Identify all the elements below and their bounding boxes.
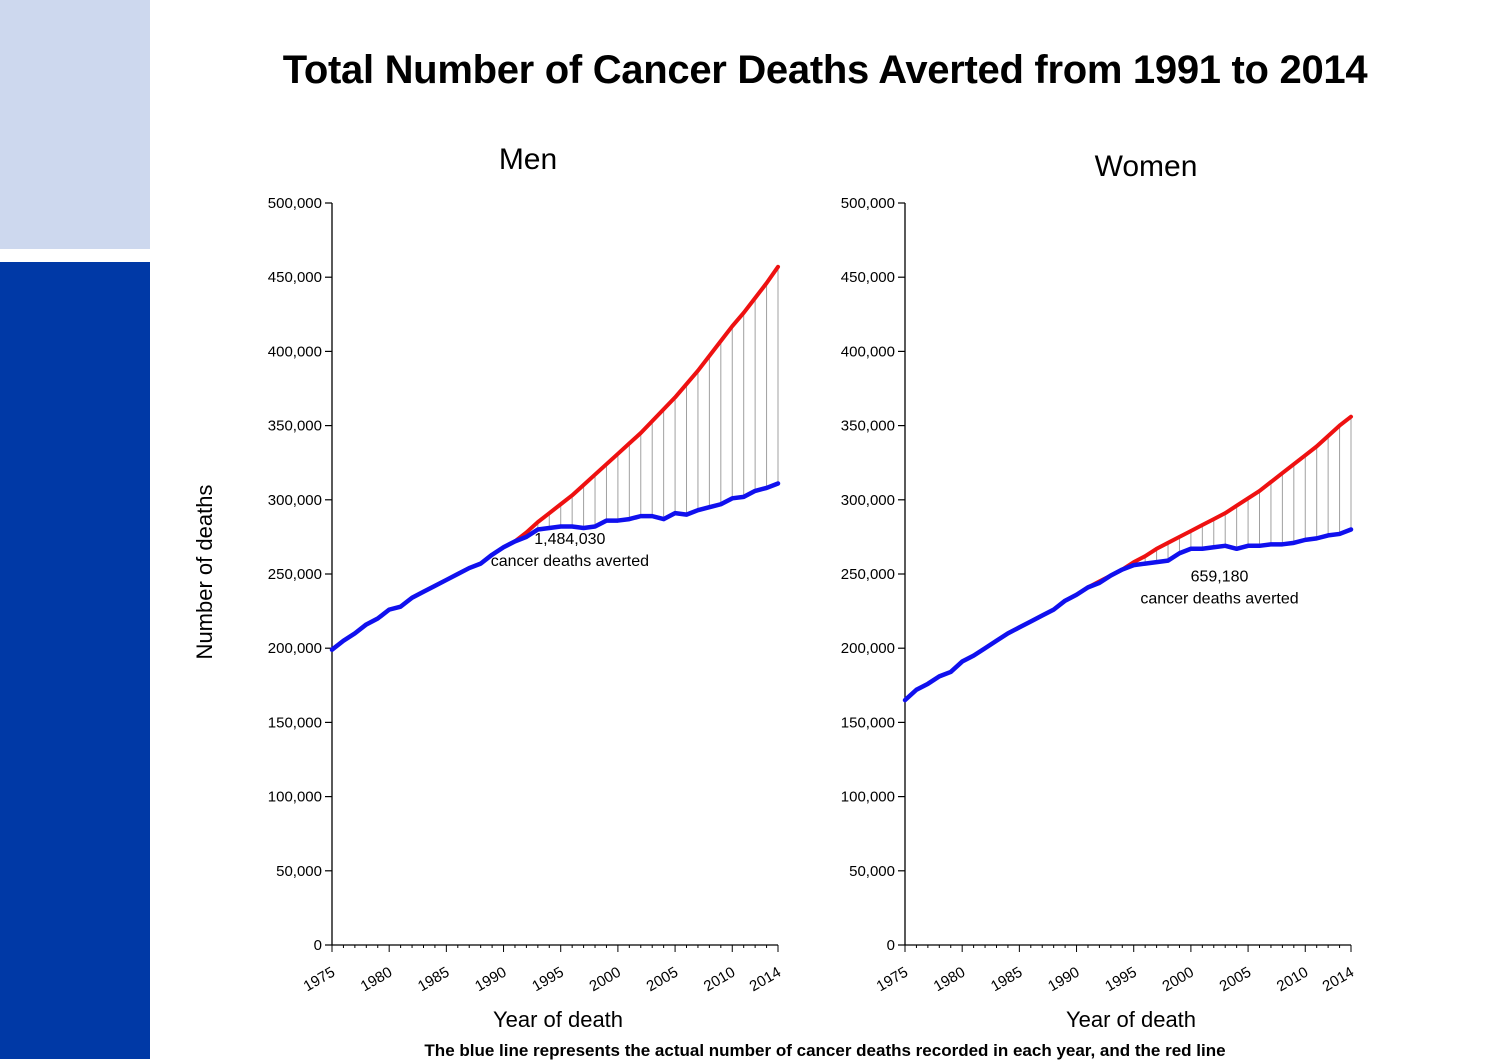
women-x-tick-label: 2005	[1217, 964, 1254, 995]
women-x-tick-label: 2014	[1320, 964, 1357, 995]
women-y-tick-label: 250,000	[841, 566, 895, 583]
men-x-tick-label: 1995	[529, 964, 566, 995]
men-x-axis-label: Year of death	[492, 1007, 624, 1032]
men-y-tick-label: 400,000	[268, 343, 322, 360]
men-x-tick-label: 1985	[415, 964, 452, 995]
sidebar-accent-dark	[0, 262, 150, 1059]
page-title: Total Number of Cancer Deaths Averted fr…	[282, 48, 1368, 92]
women-annotation-value: 659,180	[1191, 568, 1249, 585]
women-chart-title: Women	[1094, 150, 1198, 183]
men-y-tick-label: 50,000	[276, 863, 322, 880]
women-y-tick-label: 450,000	[841, 269, 895, 286]
women-x-tick-label: 1995	[1102, 964, 1139, 995]
women-y-tick-label: 100,000	[841, 789, 895, 806]
men-y-tick-label: 0	[314, 937, 322, 954]
men-x-tick-label: 2010	[701, 964, 738, 995]
women-actual-deaths-line	[902, 527, 1354, 703]
men-actual-deaths-line	[329, 481, 781, 652]
women-y-tick-label: 200,000	[841, 640, 895, 657]
men-y-tick-label: 500,000	[268, 195, 322, 212]
men-x-tick-label: 2005	[644, 964, 681, 995]
women-x-tick-label: 1985	[988, 964, 1025, 995]
women-annotation-text: cancer deaths averted	[1140, 590, 1298, 607]
women-y-tick-label: 0	[887, 937, 895, 954]
women-y-tick-label: 300,000	[841, 492, 895, 509]
women-x-tick-label: 2010	[1274, 964, 1311, 995]
men-y-tick-label: 200,000	[268, 640, 322, 657]
men-y-tick-label: 350,000	[268, 418, 322, 435]
women-y-tick-label: 500,000	[841, 195, 895, 212]
men-annotation-text: cancer deaths averted	[491, 553, 649, 570]
men-y-tick-label: 300,000	[268, 492, 322, 509]
women-x-axis-label: Year of death	[1065, 1007, 1197, 1032]
men-annotation-value: 1,484,030	[534, 531, 605, 548]
women-y-tick-label: 150,000	[841, 714, 895, 731]
men-chart-title: Men	[498, 143, 558, 176]
men-expected-deaths-line	[512, 264, 780, 544]
women-x-tick-label: 1980	[931, 964, 968, 995]
men-x-tick-label: 2014	[747, 964, 784, 995]
women-y-tick-label: 50,000	[849, 863, 895, 880]
men-chart: 0 50,000 100,000 150,000 200,000 250,000 300,0…	[268, 195, 784, 995]
women-x-tick-label: 1990	[1045, 964, 1082, 995]
men-x-tick-label: 1975	[301, 964, 338, 995]
women-expected-deaths-line	[1085, 414, 1353, 590]
women-chart: 0 50,000 100,000 150,000 200,000 250,000 300,0…	[841, 195, 1357, 995]
men-x-tick-label: 2000	[586, 964, 623, 995]
men-y-tick-label: 250,000	[268, 566, 322, 583]
women-x-tick-label: 1975	[874, 964, 911, 995]
men-x-tick-label: 1990	[472, 964, 509, 995]
men-x-tick-label: 1980	[358, 964, 395, 995]
chart-caption: The blue line represents the actual numb…	[424, 1041, 1226, 1060]
men-y-tick-label: 450,000	[268, 269, 322, 286]
men-y-tick-label: 100,000	[268, 789, 322, 806]
women-y-tick-label: 350,000	[841, 418, 895, 435]
men-y-tick-label: 150,000	[268, 714, 322, 731]
women-y-tick-label: 400,000	[841, 343, 895, 360]
women-x-tick-label: 2000	[1159, 964, 1196, 995]
sidebar-accent-light	[0, 0, 150, 249]
